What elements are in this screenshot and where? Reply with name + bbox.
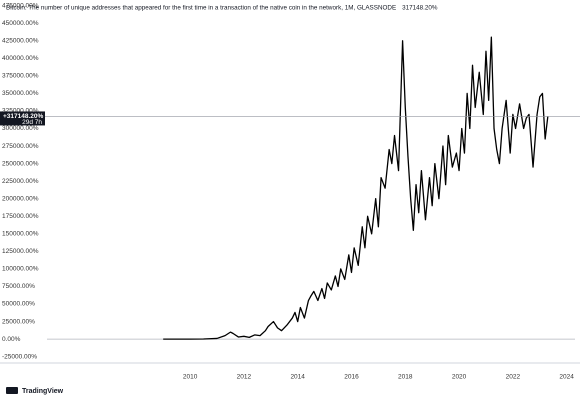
y-tick-label: 225000.00% xyxy=(2,178,39,185)
x-tick-label: 2012 xyxy=(237,374,252,381)
last-value-label: +317148.20% xyxy=(3,113,44,120)
y-tick-label: -25000.00% xyxy=(2,353,37,360)
y-tick-label: 0.00% xyxy=(2,336,21,343)
y-tick-label: 25000.00% xyxy=(2,318,35,325)
x-tick-label: 2014 xyxy=(290,374,305,381)
x-tick-label: 2020 xyxy=(452,374,467,381)
y-tick-label: 375000.00% xyxy=(2,73,39,80)
y-tick-label: 250000.00% xyxy=(2,160,39,167)
data-line xyxy=(163,36,549,340)
chart-title: Bitcoin: The number of unique addresses … xyxy=(6,5,396,12)
y-tick-label: 350000.00% xyxy=(2,90,39,97)
title-value: 317148.20% xyxy=(402,5,438,12)
x-tick-label: 2016 xyxy=(344,374,359,381)
y-tick-label: 275000.00% xyxy=(2,143,39,150)
y-tick-label: 475000.00% xyxy=(2,2,39,9)
x-tick-label: 2018 xyxy=(398,374,413,381)
y-tick-label: 150000.00% xyxy=(2,231,39,238)
y-tick-label: 400000.00% xyxy=(2,55,39,62)
x-tick-label: 2024 xyxy=(559,374,574,381)
countdown: 29d 7h xyxy=(22,119,42,126)
y-tick-label: 75000.00% xyxy=(2,283,35,290)
x-tick-label: 2022 xyxy=(506,374,521,381)
y-tick-label: 200000.00% xyxy=(2,195,39,202)
y-tick-label: 325000.00% xyxy=(2,108,39,115)
last-value-box xyxy=(0,111,45,126)
logo-text: TradingView xyxy=(22,388,64,395)
y-tick-label: 300000.00% xyxy=(2,125,39,132)
y-tick-label: 100000.00% xyxy=(2,266,39,273)
y-tick-label: 125000.00% xyxy=(2,248,39,255)
y-tick-label: 175000.00% xyxy=(2,213,39,220)
y-tick-label: 450000.00% xyxy=(2,20,39,27)
x-tick-label: 2010 xyxy=(183,374,198,381)
y-tick-label: 50000.00% xyxy=(2,301,35,308)
y-tick-label: 425000.00% xyxy=(2,37,39,44)
logo: TradingView xyxy=(6,387,64,395)
